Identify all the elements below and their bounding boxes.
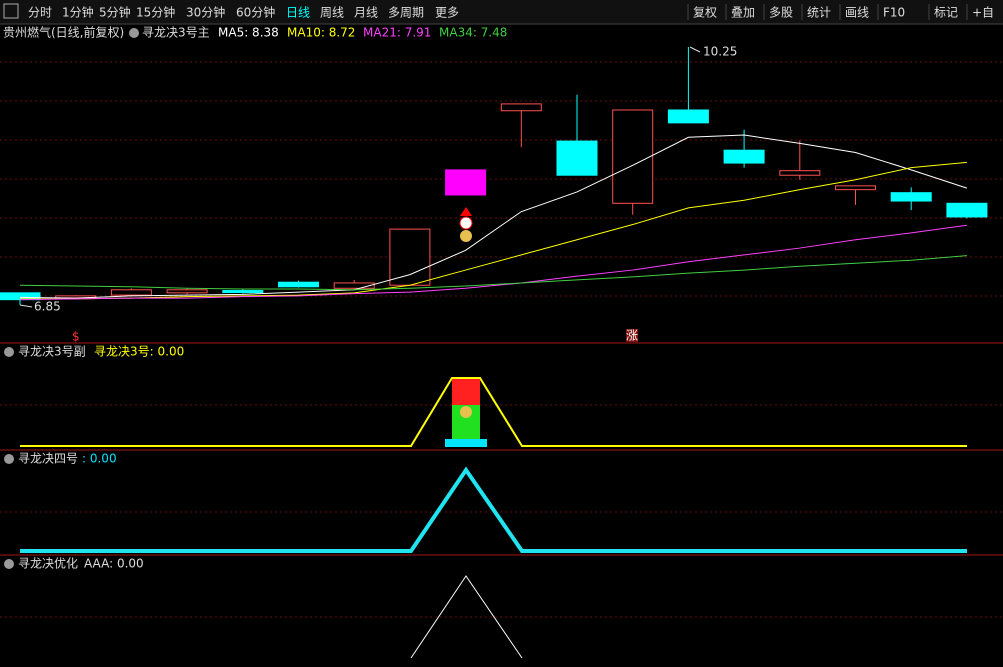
sub3-line xyxy=(410,575,523,659)
panel-value: AAA: 0.00 xyxy=(84,557,144,571)
tool-button[interactable]: 统计 xyxy=(807,6,831,20)
candle-body xyxy=(278,281,319,288)
candle-body xyxy=(556,140,598,176)
candle-body xyxy=(500,103,542,112)
candle-body xyxy=(667,109,709,124)
period-tab[interactable]: 30分钟 xyxy=(186,5,225,20)
signal-right: 涨 xyxy=(626,328,638,343)
ma-line xyxy=(19,134,968,299)
sub1-line xyxy=(20,377,967,447)
candle-body xyxy=(389,228,431,286)
grid xyxy=(0,61,1003,618)
panel-dividers xyxy=(0,342,1003,556)
ma-label: MA21: 7.91 xyxy=(363,26,431,40)
high-pointer xyxy=(689,46,701,53)
signal-icon xyxy=(460,230,472,242)
period-tab[interactable]: 1分钟 xyxy=(62,5,94,20)
sub1-cyan-block xyxy=(445,439,487,447)
candle-body xyxy=(222,290,264,294)
ma-line xyxy=(19,255,967,291)
sub1-icon xyxy=(460,406,472,418)
candle-body xyxy=(723,149,765,164)
candle-body xyxy=(110,289,152,296)
candle-body xyxy=(333,282,375,289)
panel-name: 寻龙决3号副 xyxy=(18,345,86,359)
indicator-toggle[interactable] xyxy=(129,28,139,38)
signal-left: $ xyxy=(72,330,80,344)
tool-button[interactable]: 标记 xyxy=(934,6,958,20)
candle-body xyxy=(946,202,988,218)
period-tab[interactable]: 分时 xyxy=(28,6,52,20)
period-tab[interactable]: 月线 xyxy=(354,6,378,20)
signal-icon xyxy=(459,216,473,230)
signal-arrow xyxy=(460,207,472,216)
candle-body xyxy=(890,192,932,202)
ma-line xyxy=(20,161,967,300)
indicator-name: 寻龙决3号主 xyxy=(142,26,210,40)
tool-button[interactable]: 复权 xyxy=(693,6,717,20)
period-tab[interactable]: 5分钟 xyxy=(99,5,131,20)
candle-body xyxy=(166,289,208,294)
period-tab[interactable]: 更多 xyxy=(435,6,459,20)
ma-label: MA34: 7.48 xyxy=(439,26,507,40)
menu-icon[interactable] xyxy=(3,3,19,19)
low-label: 6.85 xyxy=(34,300,61,314)
sub2-line xyxy=(20,466,967,553)
tool-button[interactable]: 画线 xyxy=(845,6,869,20)
ma-label: MA5: 8.38 xyxy=(218,26,279,40)
period-tab[interactable]: 日线 xyxy=(286,6,310,20)
toolbar-bg xyxy=(0,0,1003,24)
sub1-red-block xyxy=(452,379,480,405)
candle-body xyxy=(612,109,654,204)
period-tab[interactable]: 多周期 xyxy=(388,6,424,20)
candle-body xyxy=(779,170,821,176)
panel-name: 寻龙决优化 xyxy=(18,557,78,571)
panel-name: 寻龙决四号 xyxy=(18,452,78,466)
panel-value: : 0.00 xyxy=(82,452,117,466)
candle-body xyxy=(835,185,876,191)
panel-value: 寻龙决3号: 0.00 xyxy=(94,345,184,359)
ma-label: MA10: 8.72 xyxy=(287,26,355,40)
tool-button[interactable]: +自 xyxy=(972,6,994,20)
period-tab[interactable]: 60分钟 xyxy=(236,5,275,20)
tool-button[interactable]: F10 xyxy=(883,6,905,20)
stock-title: 贵州燃气(日线,前复权) xyxy=(3,25,124,40)
high-label: 10.25 xyxy=(703,45,737,59)
tool-button[interactable]: 叠加 xyxy=(731,6,755,20)
candle-body xyxy=(445,169,487,196)
panel-toggle[interactable] xyxy=(4,347,14,357)
period-tab[interactable]: 15分钟 xyxy=(136,5,175,20)
period-tab[interactable]: 周线 xyxy=(320,6,344,20)
low-pointer xyxy=(19,304,33,308)
panel-toggle[interactable] xyxy=(4,559,14,569)
ma-line xyxy=(19,224,967,301)
panel-toggle[interactable] xyxy=(4,454,14,464)
signal-box xyxy=(626,329,638,342)
tool-button[interactable]: 多股 xyxy=(769,6,793,20)
